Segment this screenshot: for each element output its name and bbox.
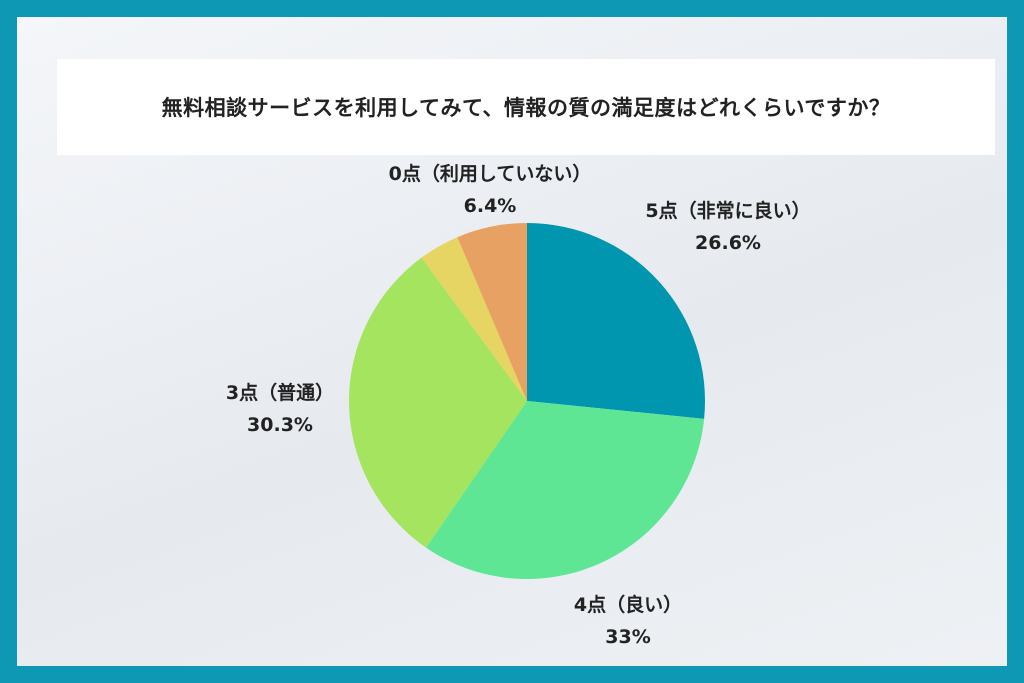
label-4pt-value: 33% (605, 626, 651, 648)
label-5pt-value: 26.6% (695, 232, 761, 254)
slice-3pt (349, 257, 527, 548)
label-3pt-name: 3点（普通） (225, 382, 335, 404)
label-4pt: 4点（良い） 33% (528, 589, 728, 653)
chart-title: 無料相談サービスを利用してみて、情報の質の満足度はどれくらいですか？ (161, 96, 891, 120)
slice-5pt (527, 223, 705, 419)
label-0pt-value: 6.4% (463, 195, 517, 217)
label-3pt: 3点（普通） 30.3% (190, 377, 370, 441)
label-4pt-name: 4点（良い） (573, 594, 683, 616)
label-5pt: 5点（非常に良い） 26.6% (628, 195, 828, 259)
slice-1-2pt (421, 237, 527, 401)
label-3pt-value: 30.3% (247, 414, 313, 436)
title-box: 無料相談サービスを利用してみて、情報の質の満足度はどれくらいですか？ (57, 59, 995, 155)
slice-4pt (426, 401, 705, 579)
label-0pt-name: 0点（利用していない） (388, 163, 592, 185)
label-5pt-name: 5点（非常に良い） (645, 200, 811, 222)
slice-0pt (457, 223, 527, 401)
label-0pt: 0点（利用していない） 6.4% (365, 158, 615, 222)
